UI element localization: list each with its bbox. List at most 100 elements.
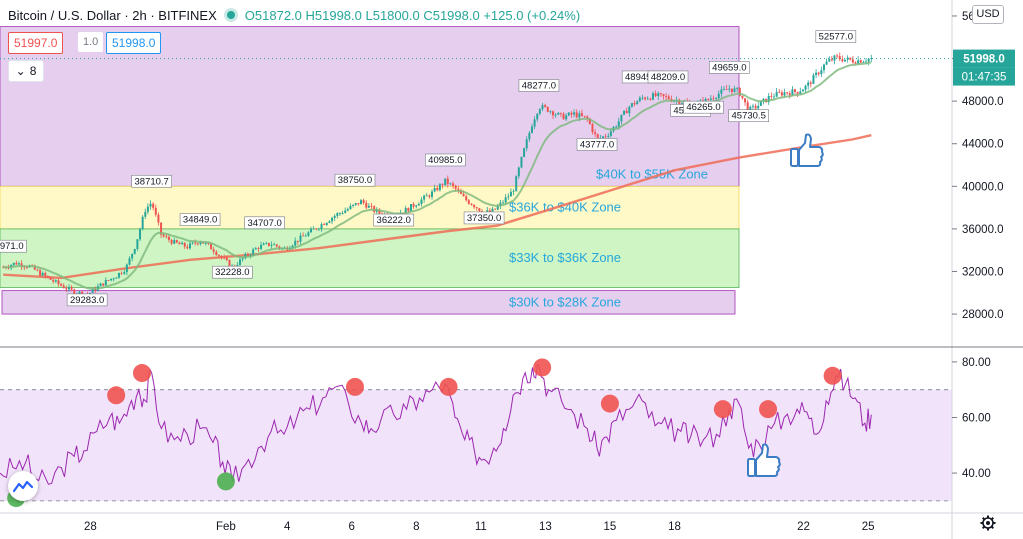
candle-body: [136, 239, 139, 250]
candle-body: [794, 89, 797, 92]
candle-body: [778, 91, 781, 93]
candle-body: [217, 254, 220, 256]
thumbs-up-icon: [747, 443, 781, 477]
candle-body: [433, 187, 436, 192]
time-tick-label: 15: [604, 521, 617, 533]
price-label-text: 48945.0: [625, 72, 659, 83]
candle-body: [570, 112, 573, 115]
candle-body: [110, 278, 113, 281]
candle-body: [262, 243, 265, 245]
buy-price-button[interactable]: 51998.0: [106, 32, 162, 54]
candle-body: [662, 94, 665, 97]
candle-body: [36, 269, 39, 271]
time-tick-label: 18: [668, 521, 681, 533]
candle-body: [41, 272, 44, 276]
ohlc-values: O51872.0 H51998.0 L51800.0 C51998.0 +125…: [244, 7, 581, 23]
candle-body: [707, 98, 710, 100]
candle-body: [120, 272, 123, 274]
candle-body: [104, 280, 107, 286]
candle-body: [817, 72, 820, 75]
candle-body: [220, 255, 223, 258]
candle-body: [502, 202, 505, 204]
candle-body: [846, 57, 849, 60]
candle-body: [488, 210, 491, 212]
candle-body: [246, 254, 249, 256]
candle-body: [775, 91, 778, 97]
candle-body: [78, 291, 81, 294]
candle-body: [496, 206, 499, 210]
tradingview-logo-icon[interactable]: [8, 471, 38, 501]
price-label-text: 49659.0: [712, 62, 746, 73]
candle-body: [801, 89, 804, 92]
candle-body: [139, 228, 142, 240]
candle-body: [630, 103, 633, 107]
candle-body: [52, 279, 55, 282]
candle-body: [449, 183, 452, 185]
candle-body: [517, 167, 520, 177]
candle-body: [554, 114, 557, 116]
candle-body: [154, 207, 157, 215]
rsi-tick-label: 80.00: [962, 357, 991, 369]
candle-body: [131, 253, 134, 259]
candle-body: [444, 178, 447, 185]
candle-body: [346, 209, 349, 211]
candle-body: [323, 224, 326, 225]
price-label-box: [66, 293, 108, 307]
candle-body: [617, 121, 620, 127]
sell-price-button[interactable]: 51997.0: [8, 32, 64, 54]
candle-body: [736, 87, 739, 89]
price-label-box: [334, 173, 376, 187]
candle-body: [238, 259, 241, 265]
zone-box: [0, 228, 740, 288]
candle-body: [39, 270, 42, 276]
candle-body: [512, 191, 515, 193]
gear-icon[interactable]: [980, 515, 996, 531]
candle-body: [733, 88, 736, 92]
thumb-cuff: [747, 458, 756, 477]
candle-body: [144, 211, 147, 217]
candle-body: [796, 91, 799, 94]
candle-body: [294, 240, 297, 246]
candle-body: [299, 235, 302, 242]
candle-body: [651, 93, 654, 100]
candle-body: [730, 88, 733, 92]
candle-body: [404, 208, 407, 214]
candle-body: [115, 277, 118, 279]
candle-body: [260, 244, 263, 249]
candle-body: [310, 228, 313, 233]
price-label-text: 52577.0: [819, 31, 853, 42]
price-label-box: [0, 239, 27, 253]
candle-body: [828, 59, 831, 62]
candle-body: [594, 132, 597, 135]
candle-body: [859, 60, 862, 63]
candle-body: [12, 262, 15, 266]
candle-body: [202, 242, 205, 244]
rsi-tick-label: 60.00: [962, 412, 991, 424]
candle-body: [275, 244, 278, 247]
candle-body: [186, 246, 189, 249]
candle-body: [370, 205, 373, 207]
indicators-toggle[interactable]: ⌄ 8: [8, 60, 44, 82]
price-label-box: [463, 211, 505, 225]
thumbs-up-annotations: [747, 133, 824, 477]
overbought-marker: [132, 364, 151, 383]
candle-body: [591, 124, 594, 133]
candle-body: [359, 200, 362, 205]
symbol-legend: Bitcoin / U.S. Dollar · 2h · BITFINEX O5…: [8, 6, 580, 24]
price-label-text: 43777.0: [580, 139, 614, 150]
symbol-title[interactable]: Bitcoin / U.S. Dollar · 2h · BITFINEX: [8, 7, 217, 23]
price-label-box: [131, 174, 172, 188]
candle-body: [15, 262, 18, 265]
candle-body: [183, 242, 186, 247]
price-label-text: 37350.0: [467, 213, 501, 224]
currency-button[interactable]: USD: [972, 5, 1004, 24]
time-tick-label: 25: [862, 521, 875, 533]
candle-body: [254, 248, 257, 250]
candlestick-series: [2, 52, 873, 300]
candle-body: [415, 205, 418, 207]
candle-body: [44, 272, 47, 276]
price-label-box: [244, 216, 285, 230]
candle-body: [812, 75, 815, 84]
candle-body: [117, 272, 120, 278]
